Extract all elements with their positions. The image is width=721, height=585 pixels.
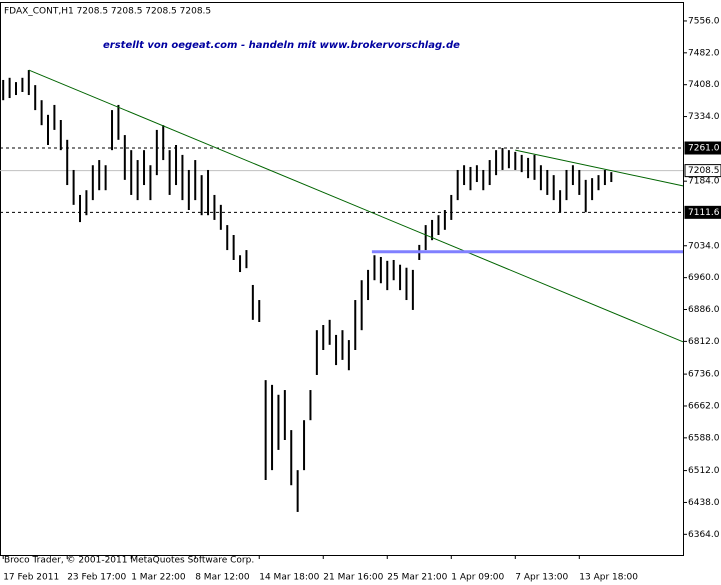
x-tick-label: 23 Feb 17:00: [67, 573, 126, 583]
y-tick-label: 6812.0: [688, 337, 720, 347]
x-tick-label: 14 Mar 18:00: [259, 573, 319, 583]
y-tick-label: 6960.0: [688, 273, 720, 283]
price-level-label: 7208.5: [688, 166, 720, 176]
y-tick-label: 7184.0: [688, 177, 720, 187]
x-tick-label: 17 Feb 2011: [3, 573, 59, 583]
y-tick-label: 6512.0: [688, 466, 720, 476]
x-tick-label: 21 Mar 16:00: [323, 573, 383, 583]
y-tick-label: 6662.0: [688, 401, 720, 411]
y-tick-label: 6588.0: [688, 433, 720, 443]
x-tick-label: 25 Mar 21:00: [387, 573, 447, 583]
trend-line: [28, 69, 684, 343]
x-tick-label: 8 Mar 12:00: [195, 573, 250, 583]
y-tick-label: 7556.0: [688, 16, 720, 26]
price-level-box: [684, 205, 721, 219]
trend-line: [515, 149, 684, 187]
y-tick-label: 7034.0: [688, 241, 720, 251]
chart-title: FDAX_CONT,H1 7208.5 7208.5 7208.5 7208.5: [4, 7, 211, 17]
x-tick-label: 7 Apr 13:00: [515, 573, 568, 583]
y-tick-label: 7408.0: [688, 80, 720, 90]
y-tick-label: 6736.0: [688, 370, 720, 380]
plot-frame: [0, 2, 684, 556]
y-tick-label: 6886.0: [688, 305, 720, 315]
y-tick-label: 6364.0: [688, 530, 720, 540]
price-level-box: [684, 141, 721, 155]
y-tick-label: 6438.0: [688, 498, 720, 508]
x-tick-label: 1 Mar 22:00: [131, 573, 186, 583]
price-level-label: 7261.0: [688, 144, 720, 154]
price-level-label: 7111.6: [688, 208, 720, 218]
price-level-box: [684, 164, 721, 178]
y-tick-label: 7334.0: [688, 112, 720, 122]
x-tick-label: 13 Apr 18:00: [579, 573, 638, 583]
chart-subtitle: erstellt von oegeat.com - handeln mit ww…: [103, 40, 460, 51]
x-tick-label: 1 Apr 09:00: [451, 573, 504, 583]
y-tick-label: 7482.0: [688, 48, 720, 58]
footer: Broco Trader, © 2001-2011 MetaQuotes Sof…: [4, 556, 254, 566]
